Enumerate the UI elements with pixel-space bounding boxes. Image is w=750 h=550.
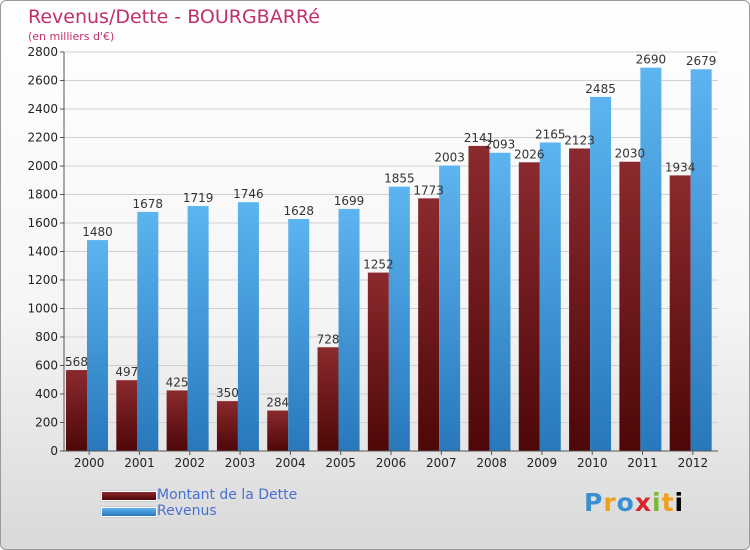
y-tick-label: 1800: [27, 188, 58, 202]
data-label-revenus: 1746: [233, 187, 264, 201]
data-label-dette: 350: [216, 386, 239, 400]
bar-dette: [267, 410, 289, 451]
bar-revenus: [690, 69, 712, 452]
data-label-revenus: 2165: [535, 127, 566, 141]
data-label-dette: 2123: [564, 133, 595, 147]
y-tick-label: 800: [35, 330, 58, 344]
bar-dette: [518, 162, 540, 452]
y-tick-label: 1600: [27, 216, 58, 230]
x-tick-label: 2001: [124, 456, 155, 470]
data-label-dette: 728: [317, 332, 340, 346]
y-tick-label: 1000: [27, 302, 58, 316]
y-tick-label: 400: [35, 387, 58, 401]
bar-revenus: [137, 211, 159, 451]
y-tick-label: 1400: [27, 245, 58, 259]
data-label-revenus: 2093: [485, 138, 516, 152]
legend-swatch-revenus: [101, 507, 157, 517]
bar-dette: [669, 175, 691, 451]
y-tick-label: 0: [50, 444, 58, 458]
x-tick-label: 2000: [74, 456, 105, 470]
data-label-dette: 2141: [464, 131, 495, 145]
bar-revenus: [338, 208, 360, 451]
x-tick-label: 2003: [225, 456, 256, 470]
proxiti-logo: Proxiti: [584, 488, 684, 517]
data-label-dette: 1252: [363, 258, 394, 272]
bar-dette: [468, 145, 490, 451]
x-tick-label: 2005: [325, 456, 356, 470]
data-label-dette: 568: [65, 355, 88, 369]
data-label-revenus: 1855: [384, 172, 415, 186]
data-label-revenus: 2003: [434, 151, 465, 165]
data-label-revenus: 2690: [636, 53, 667, 67]
bar-dette: [66, 370, 87, 451]
y-tick-label: 2800: [27, 45, 58, 59]
bar-dette: [116, 380, 138, 451]
bars: [66, 67, 712, 452]
y-tick-label: 2600: [27, 74, 58, 88]
data-label-revenus: 1719: [183, 191, 214, 205]
data-label-dette: 1773: [413, 183, 444, 197]
x-tick-label: 2009: [527, 456, 558, 470]
bar-revenus: [237, 202, 259, 451]
bar-dette: [569, 148, 591, 451]
x-tick-label: 2002: [174, 456, 205, 470]
logo-letter: P: [584, 488, 604, 517]
legend-swatch-dette: [101, 491, 157, 501]
y-tick-label: 200: [35, 416, 58, 430]
x-tick-label: 2010: [577, 456, 608, 470]
bar-dette: [216, 401, 238, 451]
chart-title: Revenus/Dette - BOURGBARRé: [28, 6, 320, 28]
data-label-revenus: 1628: [283, 204, 314, 218]
logo-letter: i: [674, 488, 685, 517]
x-tick-label: 2006: [376, 456, 407, 470]
data-label-dette: 425: [166, 375, 189, 389]
y-tick-label: 600: [35, 359, 58, 373]
x-tick-label: 2011: [627, 456, 658, 470]
bar-dette: [367, 272, 389, 451]
bar-dette: [619, 161, 641, 451]
x-tick-label: 2012: [678, 456, 709, 470]
logo-letter: o: [616, 488, 635, 517]
data-label-revenus: 1480: [82, 225, 113, 239]
bar-revenus: [539, 142, 561, 452]
logo-letter: t: [661, 488, 675, 517]
data-label-revenus: 2485: [585, 82, 616, 96]
data-label-revenus: 1678: [133, 197, 164, 211]
data-labels: 568 1480 497 1678 425 1719 350 1746 284 1628 728 16…: [65, 53, 716, 410]
data-label-dette: 2026: [514, 147, 545, 161]
bar-dette: [317, 347, 339, 451]
bar-revenus: [640, 67, 662, 452]
legend-label-dette: Montant de la Dette: [157, 487, 298, 503]
y-tick-label: 2000: [27, 159, 58, 173]
bar-revenus: [439, 165, 461, 451]
data-label-dette: 2030: [615, 147, 646, 161]
bar-revenus: [388, 186, 410, 451]
data-label-dette: 497: [115, 365, 138, 379]
chart-subtitle: (en milliers d'€): [28, 30, 115, 43]
data-label-dette: 284: [266, 396, 289, 410]
bar-dette: [418, 198, 440, 451]
x-tick-label: 2004: [275, 456, 306, 470]
axes: 0 200 400 600 800 1000 1200 1400 1600 1800 2000 220…: [27, 45, 718, 470]
bar-revenus: [590, 96, 612, 451]
y-tick-label: 2400: [27, 102, 58, 116]
y-tick-label: 1200: [27, 273, 58, 287]
data-label-revenus: 1699: [334, 194, 365, 208]
logo-letter: r: [603, 488, 617, 517]
bar-revenus: [87, 240, 108, 451]
y-tick-label: 2200: [27, 131, 58, 145]
logo-letter: i: [652, 488, 662, 517]
legend-label-revenus: Revenus: [157, 503, 217, 519]
bar-dette: [166, 390, 188, 451]
data-label-dette: 1934: [665, 160, 696, 174]
data-label-revenus: 2679: [686, 54, 717, 68]
bar-revenus: [489, 152, 511, 451]
bar-revenus: [288, 219, 310, 451]
x-tick-label: 2007: [426, 456, 457, 470]
logo-letter: x: [634, 488, 652, 517]
bar-revenus: [187, 206, 209, 451]
x-tick-label: 2008: [476, 456, 507, 470]
